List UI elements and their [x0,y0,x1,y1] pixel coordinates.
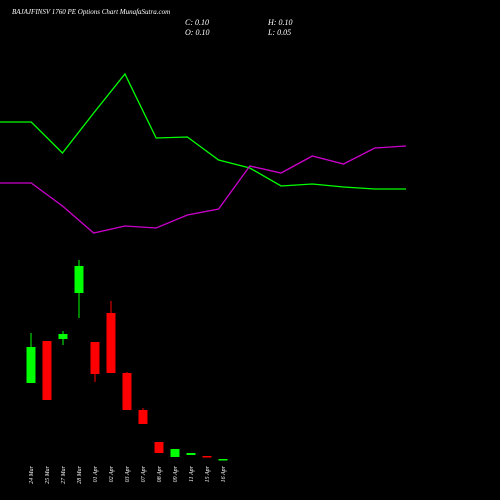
candle-body [90,342,100,374]
x-tick-label: 02 Apr [109,465,115,482]
x-tick-label: 16 Apr [221,465,227,482]
x-tick-label: 24 Mar [28,465,35,483]
x-tick-label: 28 Mar [77,465,83,483]
candle-body [186,453,196,455]
candle-body [154,442,164,453]
x-tick-label: 09 Apr [173,465,179,482]
x-tick-label: 01 Apr [93,465,99,482]
candle-body [74,266,84,293]
x-tick-label: 03 Apr [125,465,131,482]
line-series [0,145,407,234]
x-tick-label: 27 Mar [61,465,67,483]
x-tick-label: 08 Apr [157,465,163,482]
candle-body [42,341,52,400]
chart-title: BAJAJFINSV 1760 PE Options Chart MunafaS… [12,8,170,16]
line-series [0,72,406,190]
x-tick-label: 15 Apr [205,465,211,482]
candle-body [58,334,68,339]
stat-high: H: 0.10 [267,18,292,27]
candle-body [106,313,116,373]
x-tick-label: 11 Apr [189,465,195,482]
stat-close: C: 0.10 [185,18,209,27]
candle-body [202,456,212,458]
candle-body [170,449,180,457]
x-tick-label: 07 Apr [141,465,147,482]
stat-open: O: 0.10 [185,28,209,37]
candle-body [138,410,148,424]
candle-body [26,347,36,383]
candle-body [122,373,132,410]
stat-low: L: 0.05 [267,28,291,37]
x-tick-label: 25 Mar [45,465,51,483]
candle-body [218,459,228,461]
